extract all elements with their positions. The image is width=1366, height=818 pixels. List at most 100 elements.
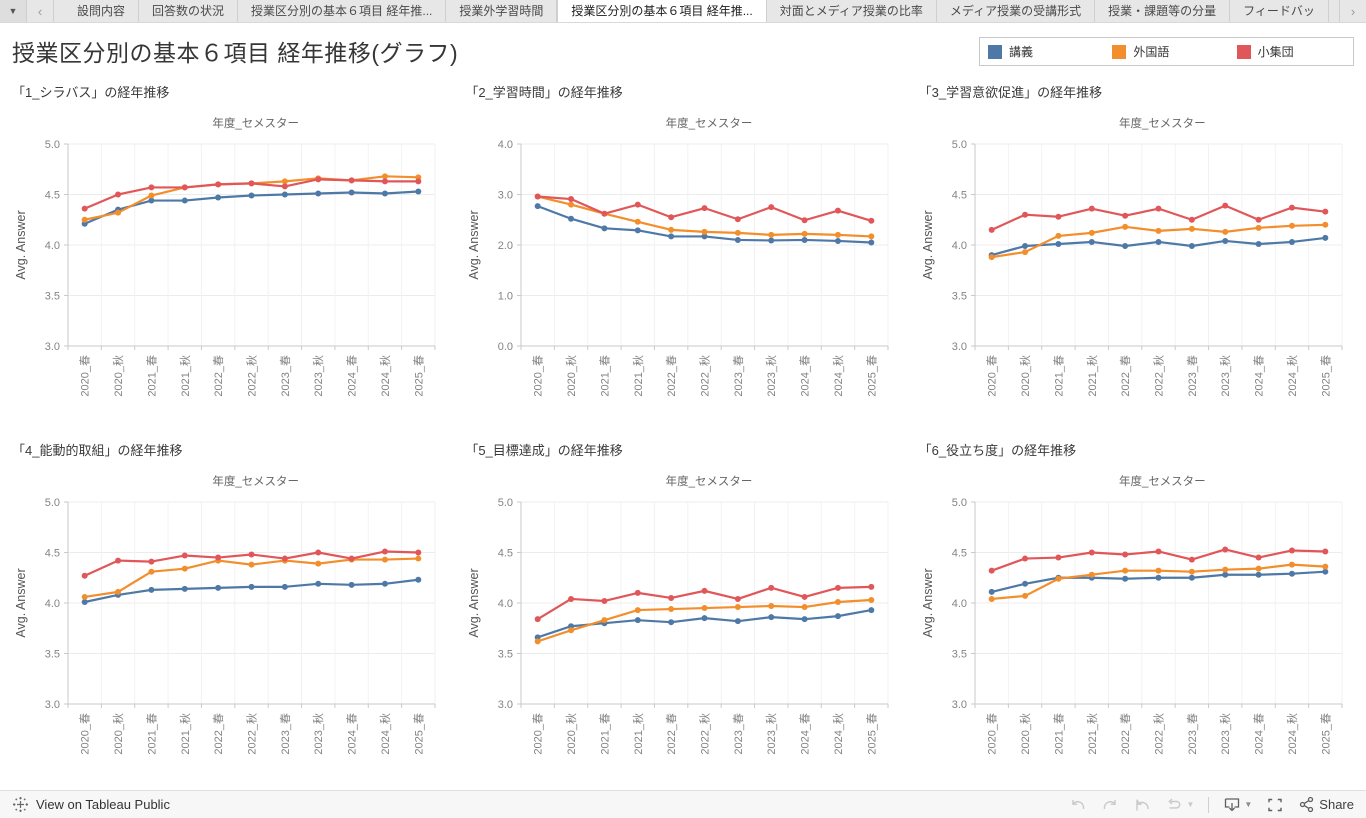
data-point[interactable]: [148, 184, 155, 191]
data-point[interactable]: [1255, 565, 1262, 572]
data-point[interactable]: [248, 583, 255, 590]
data-point[interactable]: [1088, 571, 1095, 578]
data-point[interactable]: [215, 194, 222, 201]
data-point[interactable]: [1088, 549, 1095, 556]
data-point[interactable]: [768, 231, 775, 238]
data-point[interactable]: [115, 588, 122, 595]
undo-button[interactable]: [1069, 797, 1087, 813]
data-point[interactable]: [1188, 574, 1195, 581]
data-point[interactable]: [668, 619, 675, 626]
data-point[interactable]: [1021, 555, 1028, 562]
data-point[interactable]: [735, 604, 742, 611]
data-point[interactable]: [181, 585, 188, 592]
data-point[interactable]: [215, 584, 222, 591]
data-point[interactable]: [281, 183, 288, 190]
data-point[interactable]: [768, 584, 775, 591]
data-point[interactable]: [1321, 208, 1328, 215]
data-point[interactable]: [768, 237, 775, 244]
data-point[interactable]: [868, 233, 875, 240]
data-point[interactable]: [1288, 222, 1295, 229]
data-point[interactable]: [81, 216, 88, 223]
data-point[interactable]: [348, 555, 355, 562]
data-point[interactable]: [1121, 212, 1128, 219]
data-point[interactable]: [701, 205, 708, 212]
data-point[interactable]: [601, 597, 608, 604]
fullscreen-button[interactable]: [1266, 797, 1284, 813]
legend-item-kougi[interactable]: 講義: [980, 38, 1104, 65]
data-point[interactable]: [535, 616, 542, 623]
data-point[interactable]: [315, 560, 322, 567]
data-point[interactable]: [281, 191, 288, 198]
data-point[interactable]: [635, 227, 642, 234]
data-point[interactable]: [1321, 234, 1328, 241]
data-point[interactable]: [1021, 592, 1028, 599]
data-point[interactable]: [1155, 567, 1162, 574]
data-point[interactable]: [348, 189, 355, 196]
data-point[interactable]: [801, 616, 808, 623]
data-point[interactable]: [148, 586, 155, 593]
tab-sheet-3[interactable]: 授業区分別の基本６項目 経年推...: [238, 0, 447, 22]
tab-sheet-2[interactable]: 回答数の状況: [139, 0, 239, 22]
tab-scroll-left-button[interactable]: ‹: [27, 0, 54, 22]
data-point[interactable]: [668, 214, 675, 221]
data-point[interactable]: [801, 217, 808, 224]
data-point[interactable]: [1288, 547, 1295, 554]
data-point[interactable]: [1255, 216, 1262, 223]
tab-sheet-4[interactable]: 授業外学習時間: [446, 0, 558, 22]
data-point[interactable]: [415, 576, 422, 583]
data-point[interactable]: [415, 178, 422, 185]
data-point[interactable]: [735, 236, 742, 243]
data-point[interactable]: [635, 607, 642, 614]
data-point[interactable]: [348, 177, 355, 184]
data-point[interactable]: [215, 554, 222, 561]
data-point[interactable]: [1121, 551, 1128, 558]
data-point[interactable]: [1021, 580, 1028, 587]
data-point[interactable]: [601, 225, 608, 232]
data-point[interactable]: [1088, 205, 1095, 212]
data-point[interactable]: [868, 217, 875, 224]
data-point[interactable]: [1155, 574, 1162, 581]
data-point[interactable]: [988, 567, 995, 574]
line-chart-plot[interactable]: 3.0 3.5 4.0 4.5 5.0 Avg. Answer 2020_春 2020_秋 20…: [10, 136, 449, 431]
data-point[interactable]: [1221, 237, 1228, 244]
data-point[interactable]: [281, 555, 288, 562]
data-point[interactable]: [1155, 227, 1162, 234]
data-point[interactable]: [735, 216, 742, 223]
data-point[interactable]: [1155, 205, 1162, 212]
data-point[interactable]: [1221, 202, 1228, 209]
data-point[interactable]: [415, 188, 422, 195]
download-button[interactable]: ▼: [1223, 796, 1252, 813]
line-chart-plot[interactable]: 3.0 3.5 4.0 4.5 5.0 Avg. Answer 2020_春 2020_秋 20…: [10, 494, 449, 789]
data-point[interactable]: [148, 192, 155, 199]
data-point[interactable]: [668, 606, 675, 613]
data-point[interactable]: [1021, 211, 1028, 218]
data-point[interactable]: [1055, 213, 1062, 220]
data-point[interactable]: [868, 607, 875, 614]
data-point[interactable]: [181, 552, 188, 559]
data-point[interactable]: [1288, 561, 1295, 568]
data-point[interactable]: [568, 196, 575, 203]
data-point[interactable]: [635, 617, 642, 624]
data-point[interactable]: [1055, 232, 1062, 239]
data-point[interactable]: [1288, 204, 1295, 211]
data-point[interactable]: [1188, 225, 1195, 232]
data-point[interactable]: [1188, 216, 1195, 223]
data-point[interactable]: [988, 226, 995, 233]
data-point[interactable]: [381, 173, 388, 180]
redo-button[interactable]: [1101, 797, 1119, 813]
data-point[interactable]: [801, 230, 808, 237]
data-point[interactable]: [635, 218, 642, 225]
data-point[interactable]: [415, 549, 422, 556]
data-point[interactable]: [988, 595, 995, 602]
data-point[interactable]: [535, 193, 542, 200]
share-button[interactable]: Share: [1298, 796, 1354, 813]
data-point[interactable]: [835, 207, 842, 214]
data-point[interactable]: [181, 565, 188, 572]
data-point[interactable]: [1121, 575, 1128, 582]
data-point[interactable]: [801, 604, 808, 611]
data-point[interactable]: [81, 205, 88, 212]
data-point[interactable]: [535, 638, 542, 645]
data-point[interactable]: [701, 605, 708, 612]
data-point[interactable]: [1188, 556, 1195, 563]
data-point[interactable]: [1321, 548, 1328, 555]
